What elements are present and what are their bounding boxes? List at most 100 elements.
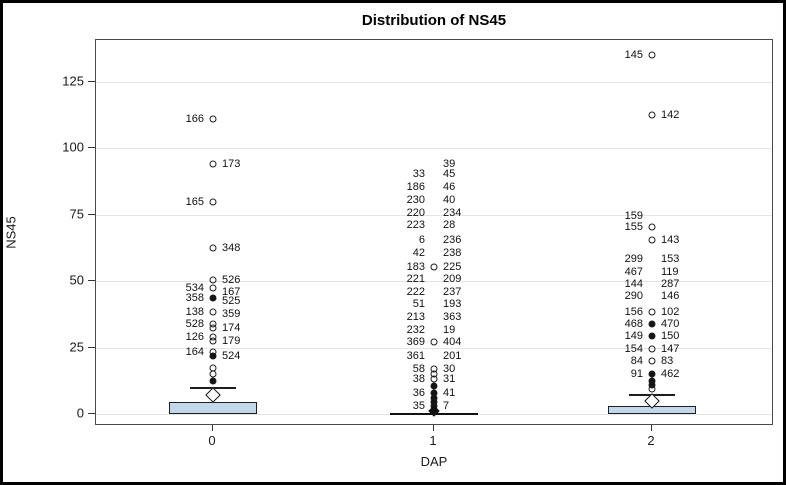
outlier-circle <box>648 357 656 365</box>
outlier-label: 51 <box>412 297 425 310</box>
outlier-label: 31 <box>443 373 456 386</box>
gridline <box>96 347 772 349</box>
x-tick-label: 1 <box>429 433 437 448</box>
outlier-label: 42 <box>412 247 425 260</box>
outlier-label: 138 <box>185 305 204 318</box>
outlier-label: 237 <box>443 285 462 298</box>
plot-area: 166 173 165 348 526 534 167 358 525 138 359 528 174 1… <box>95 39 773 425</box>
gridline <box>96 148 772 150</box>
y-tick-mark <box>88 81 95 82</box>
outlier-label: 526 <box>222 273 241 286</box>
outlier-label: 358 <box>185 292 204 305</box>
y-tick-label: 75 <box>69 206 84 222</box>
y-tick-mark <box>88 213 95 215</box>
outlier-label: 369 <box>406 336 425 349</box>
outlier-label: 179 <box>222 334 241 347</box>
outlier-label: 144 <box>624 277 643 290</box>
y-tick-label: 25 <box>69 339 84 355</box>
outlier-label: 119 <box>661 265 679 278</box>
outlier-circle <box>648 320 656 328</box>
y-tick-label: 50 <box>69 272 84 288</box>
outlier-label: 468 <box>624 317 643 330</box>
box <box>169 402 257 414</box>
y-tick-label: 0 <box>76 405 84 421</box>
outlier-label: 126 <box>185 330 204 343</box>
outlier-label: 154 <box>624 342 643 355</box>
outlier-label: 41 <box>443 386 456 399</box>
x-tick-label: 0 <box>208 433 216 448</box>
outlier-label: 156 <box>624 305 643 318</box>
outlier-circle <box>430 370 438 378</box>
outlier-label: 91 <box>630 368 643 381</box>
outlier-circle <box>648 345 656 353</box>
outlier-label: 193 <box>443 297 462 310</box>
x-tick-label: 2 <box>647 433 655 448</box>
outlier-label: 222 <box>406 285 425 298</box>
outlier-label: 142 <box>661 109 680 122</box>
outlier-circle <box>209 198 217 206</box>
outlier-label: 287 <box>661 277 680 290</box>
outlier-circle <box>648 332 656 340</box>
outlier-circle <box>648 223 656 231</box>
outlier-label: 167 <box>222 285 241 298</box>
outlier-label: 33 <box>412 167 425 180</box>
outlier-circle <box>209 294 217 302</box>
outlier-circle <box>209 160 217 168</box>
outlier-circle <box>209 377 217 385</box>
y-tick-mark <box>88 147 95 149</box>
outlier-label: 220 <box>406 207 425 220</box>
x-axis-label: DAP <box>420 454 448 469</box>
outlier-circle <box>209 337 217 345</box>
outlier-circle <box>430 263 438 271</box>
outlier-label: 462 <box>661 368 680 381</box>
outlier-label: 173 <box>222 158 241 171</box>
outlier-label: 221 <box>406 272 425 285</box>
outlier-label: 40 <box>443 194 456 207</box>
mean-diamond <box>205 387 221 404</box>
y-tick-mark <box>88 413 95 414</box>
outlier-label: 35 <box>412 400 425 413</box>
outlier-circle <box>209 352 217 360</box>
outlier-label: 290 <box>624 289 643 302</box>
outlier-label: 155 <box>624 220 643 233</box>
outlier-label: 534 <box>185 281 204 294</box>
outlier-circle <box>209 244 217 252</box>
y-tick-label: 125 <box>62 73 84 89</box>
outlier-label: 404 <box>443 336 462 349</box>
outlier-label: 146 <box>661 289 680 302</box>
outlier-label: 149 <box>624 329 643 342</box>
outlier-circle <box>430 398 438 406</box>
outlier-label: 45 <box>443 167 456 180</box>
outlier-circle <box>209 370 217 378</box>
outlier-label: 238 <box>443 247 462 260</box>
outlier-circle <box>209 115 217 123</box>
outlier-label: 30 <box>443 362 456 375</box>
outlier-label: 159 <box>624 210 643 223</box>
outlier-label: 36 <box>412 386 425 399</box>
outlier-label: 213 <box>406 311 425 324</box>
outlier-label: 201 <box>443 349 462 362</box>
outlier-label: 164 <box>185 345 204 358</box>
outlier-label: 467 <box>624 265 643 278</box>
outlier-label: 470 <box>661 317 680 330</box>
outlier-label: 525 <box>222 295 241 308</box>
outlier-label: 186 <box>406 180 425 193</box>
outlier-label: 232 <box>406 324 425 337</box>
outlier-circle <box>648 51 656 59</box>
outlier-label: 165 <box>185 195 204 208</box>
outlier-circle <box>648 236 656 244</box>
outlier-circle <box>209 324 217 332</box>
outlier-label: 7 <box>443 400 450 413</box>
outlier-circle <box>648 370 656 378</box>
outlier-circle <box>209 284 217 292</box>
gridline <box>96 82 772 83</box>
outlier-label: 28 <box>443 219 456 232</box>
outlier-label: 84 <box>630 354 643 367</box>
outlier-label: 230 <box>406 194 425 207</box>
outlier-label: 528 <box>185 317 204 330</box>
outlier-circle <box>648 385 656 393</box>
outlier-label: 150 <box>661 329 680 342</box>
outlier-label: 183 <box>406 260 425 273</box>
outlier-circle <box>209 364 217 372</box>
